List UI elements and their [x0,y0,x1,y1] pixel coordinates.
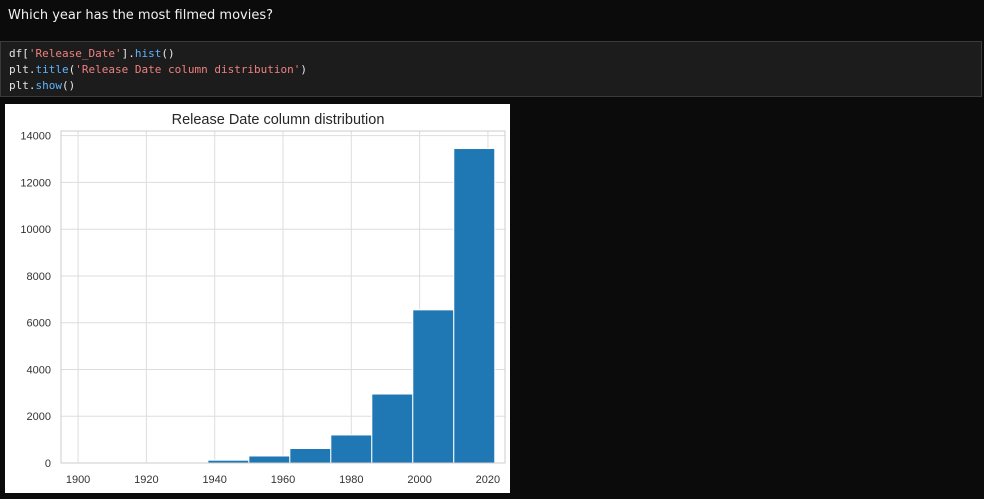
code-cell[interactable]: df['Release_Date'].hist() plt.title('Rel… [0,41,982,97]
x-tick-label: 1980 [339,474,363,486]
y-tick-label: 12000 [20,177,51,189]
y-tick-label: 6000 [27,318,51,330]
code-token: () [161,47,175,60]
x-tick-label: 1920 [134,474,158,486]
x-tick-label: 1940 [202,474,226,486]
code-token: () [62,79,76,92]
histogram-chart: Release Date column distribution 1900 192… [20,112,506,486]
code-token-function: title [35,63,69,76]
x-tick-label: 2020 [476,474,500,486]
code-token: ]. [121,47,135,60]
code-token-function: hist [134,47,162,60]
code-token: ) [300,63,308,76]
histogram-bar [453,148,496,464]
chart-title: Release Date column distribution [172,112,385,128]
code-token-function: show [35,79,63,92]
y-tick-label: 0 [45,458,51,470]
code-token: ( [68,63,76,76]
y-tick-label: 2000 [27,411,51,423]
cell-output: Release Date column distribution 1900 192… [5,104,510,493]
code-line-2: plt.title('Release Date column distribut… [9,62,981,78]
y-tick-label: 10000 [20,224,51,236]
y-tick-label: 14000 [20,131,51,143]
histogram-bar [330,434,373,464]
code-token-string: 'Release Date column distribution' [75,63,301,76]
histogram-bar [412,309,455,464]
x-tick-label: 1960 [271,474,295,486]
code-token: plt. [9,63,36,76]
y-tick-label: 4000 [27,364,51,376]
plot-frame [60,130,506,464]
histogram-bar [248,455,291,464]
histogram-bar [289,448,332,464]
histogram-bar [371,393,414,464]
x-tick-label: 2000 [407,474,431,486]
x-tick-label: 1900 [66,474,90,486]
question-text: Which year has the most filmed movies? [8,8,273,23]
code-line-1: df['Release_Date'].hist() [9,46,981,62]
code-line-3: plt.show() [9,78,981,94]
code-token: plt. [9,79,36,92]
code-token-string: 'Release_Date' [28,47,122,60]
y-tick-label: 8000 [27,271,51,283]
code-token: df[ [9,47,29,60]
